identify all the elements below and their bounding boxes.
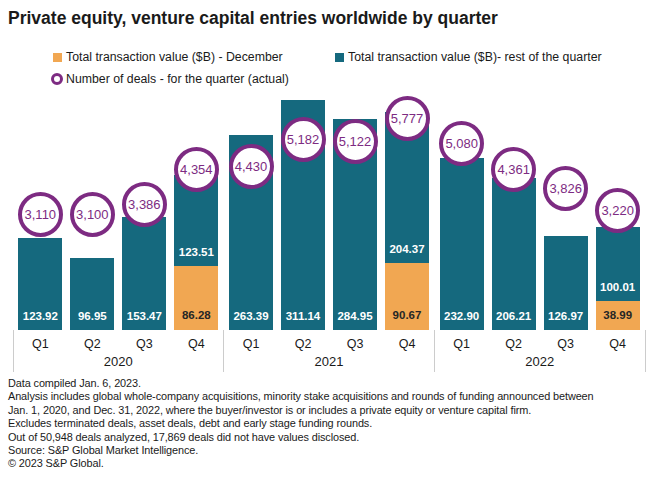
bar-value-label-rest: 311.14	[281, 309, 325, 323]
page-title: Private equity, venture capital entries …	[8, 8, 498, 29]
year-axis-label: 2022	[434, 354, 645, 369]
footnote-line: Excludes terminated deals, asset deals, …	[8, 417, 594, 430]
year-axis-label: 2020	[13, 354, 224, 369]
deals-circle: 4,361	[491, 147, 536, 192]
deals-circle: 3,110	[18, 192, 63, 237]
legend-label: Total transaction value ($B)- rest of th…	[348, 50, 602, 64]
legend-item-deals: Number of deals - for the quarter (actua…	[51, 72, 289, 86]
footnotes: Data compiled Jan. 6, 2023. Analysis inc…	[8, 377, 594, 471]
deals-circle: 3,386	[122, 182, 167, 227]
footnote-line: Analysis includes global whole-company a…	[8, 390, 594, 403]
axis-group-separator	[645, 330, 646, 372]
bar-segment-rest	[440, 158, 484, 330]
quarter-axis-label: Q2	[492, 337, 536, 351]
deals-circle: 4,430	[229, 144, 274, 189]
axis-group-separator	[223, 330, 224, 372]
legend-label: Total transaction value ($B) - December	[66, 50, 283, 64]
legend-label: Number of deals - for the quarter (actua…	[66, 72, 289, 86]
bar-value-label-rest: 153.47	[122, 309, 166, 323]
bar-value-label-rest: 96.95	[70, 309, 114, 323]
legend-item-rest: Total transaction value ($B)- rest of th…	[335, 50, 602, 64]
quarter-axis-label: Q3	[122, 337, 166, 351]
bar-value-label-december: 86.28	[174, 308, 218, 322]
bar-value-label-rest: 204.37	[385, 242, 429, 256]
bar-value-label-december: 90.67	[385, 308, 429, 322]
bar-value-label-rest: 100.01	[596, 280, 640, 294]
quarter-axis-label: Q4	[174, 337, 218, 351]
bar-value-label-rest: 284.95	[333, 309, 377, 323]
december-square-icon	[53, 53, 62, 62]
axis-group-separator	[13, 330, 14, 372]
deals-circle: 3,826	[543, 166, 588, 211]
bar-value-label-rest: 263.39	[229, 309, 273, 323]
bar-value-label-rest: 123.92	[18, 309, 62, 323]
quarter-axis-label: Q1	[440, 337, 484, 351]
deals-circle: 3,100	[70, 192, 115, 237]
footnote-line: Jan. 1, 2020, and Dec. 31, 2022, where t…	[8, 404, 594, 417]
deals-circle: 3,220	[595, 188, 640, 233]
bar-value-label-rest: 232.90	[440, 309, 484, 323]
footnote-line: Data compiled Jan. 6, 2023.	[8, 377, 594, 390]
quarter-axis-label: Q1	[18, 337, 62, 351]
footnote-line: Source: S&P Global Market Intelligence.	[8, 444, 594, 457]
deals-circle: 4,354	[174, 147, 219, 192]
deals-circle: 5,080	[439, 121, 484, 166]
deals-circle: 5,182	[281, 117, 326, 162]
rest-of-quarter-square-icon	[335, 53, 344, 62]
deals-circle: 5,122	[333, 119, 378, 164]
quarter-axis-label: Q4	[385, 337, 429, 351]
axis-group-separator	[434, 330, 435, 372]
bar-value-label-rest: 123.51	[174, 245, 218, 259]
bar-value-label-rest: 126.97	[544, 309, 588, 323]
bar-value-label-rest: 206.21	[492, 309, 536, 323]
bar-segment-rest	[492, 178, 536, 330]
quarter-axis-label: Q4	[596, 337, 640, 351]
quarter-axis-label: Q3	[544, 337, 588, 351]
deals-ring-icon	[51, 73, 63, 85]
footnote-line: Out of 50,948 deals analyzed, 17,869 dea…	[8, 431, 594, 444]
legend-item-december: Total transaction value ($B) - December	[53, 50, 283, 64]
quarter-axis-label: Q2	[70, 337, 114, 351]
footnote-line: © 2023 S&P Global.	[8, 457, 594, 470]
deals-circle: 5,777	[385, 96, 430, 141]
quarter-axis-label: Q3	[333, 337, 377, 351]
year-axis-label: 2021	[224, 354, 435, 369]
bar-value-label-december: 38.99	[596, 308, 640, 322]
quarter-axis-label: Q1	[229, 337, 273, 351]
chart-page: Private equity, venture capital entries …	[0, 0, 660, 487]
quarter-axis-label: Q2	[281, 337, 325, 351]
